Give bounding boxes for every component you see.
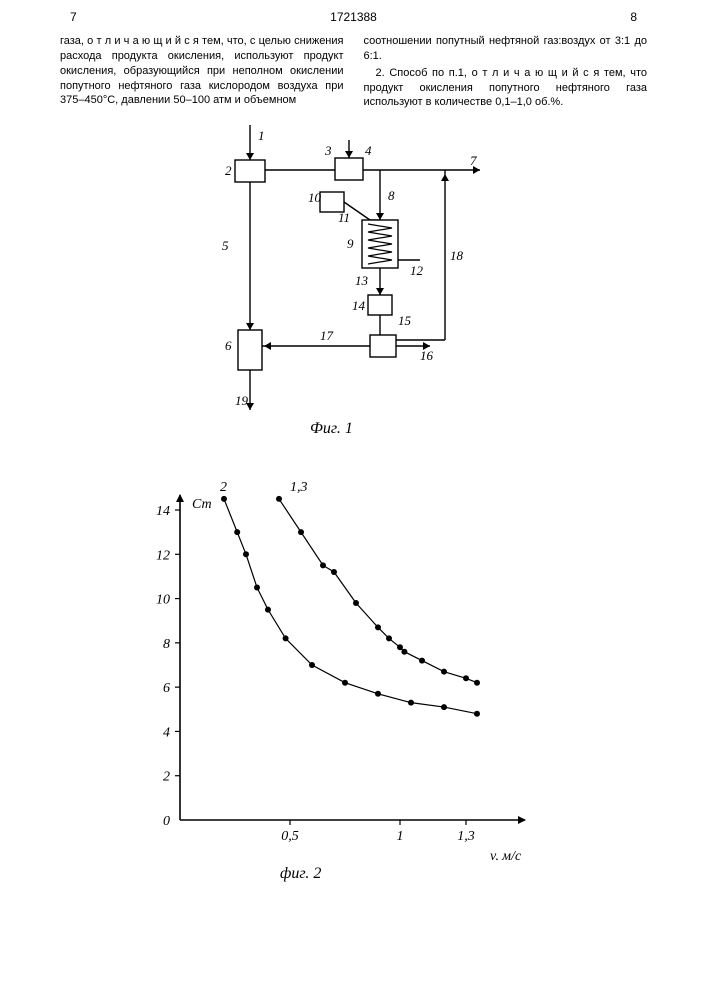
svg-text:4: 4 bbox=[163, 726, 170, 741]
figure-1-diagram: 12561934781011912131415161718 bbox=[180, 120, 510, 420]
svg-text:8: 8 bbox=[163, 637, 170, 652]
svg-text:17: 17 bbox=[320, 328, 334, 343]
svg-text:9: 9 bbox=[347, 236, 354, 251]
svg-text:12: 12 bbox=[410, 263, 424, 278]
svg-text:16: 16 bbox=[420, 348, 434, 363]
svg-text:4: 4 bbox=[365, 143, 372, 158]
svg-text:13: 13 bbox=[355, 273, 369, 288]
svg-text:5: 5 bbox=[222, 238, 229, 253]
svg-text:12: 12 bbox=[156, 549, 170, 564]
svg-text:v, м/с: v, м/с bbox=[490, 849, 522, 860]
svg-text:6: 6 bbox=[225, 338, 232, 353]
svg-text:6: 6 bbox=[163, 681, 170, 696]
figure-2-chart: Ст v, м/с 2 4 6 8 10 12 14 0 0,5 1 1,3 2 1,3 bbox=[120, 480, 540, 860]
page-number-right: 8 bbox=[607, 10, 637, 24]
svg-text:14: 14 bbox=[352, 298, 366, 313]
svg-text:11: 11 bbox=[338, 210, 350, 225]
svg-text:Ст: Ст bbox=[192, 497, 212, 512]
page-header: 7 1721388 8 bbox=[0, 0, 707, 29]
svg-text:0: 0 bbox=[163, 814, 170, 829]
patent-number: 1721388 bbox=[100, 10, 607, 24]
svg-text:10: 10 bbox=[156, 593, 170, 608]
svg-text:2: 2 bbox=[163, 770, 170, 785]
text-column-right: соотношении попутный нефтяной газ:воздух… bbox=[364, 34, 648, 110]
svg-text:18: 18 bbox=[450, 248, 464, 263]
claim-text-left: газа, о т л и ч а ю щ и й с я тем, что, … bbox=[60, 35, 344, 106]
figure-2-caption: фиг. 2 bbox=[280, 865, 321, 883]
text-column-left: газа, о т л и ч а ю щ и й с я тем, что, … bbox=[60, 34, 344, 110]
svg-text:1,3: 1,3 bbox=[457, 829, 475, 844]
text-columns: газа, о т л и ч а ю щ и й с я тем, что, … bbox=[0, 29, 707, 120]
svg-text:2: 2 bbox=[225, 163, 232, 178]
page-number-left: 7 bbox=[70, 10, 100, 24]
svg-text:1: 1 bbox=[397, 829, 404, 844]
svg-text:3: 3 bbox=[324, 143, 332, 158]
claim-text-right-1: соотношении попутный нефтяной газ:воздух… bbox=[364, 34, 648, 64]
svg-text:19: 19 bbox=[235, 393, 249, 408]
svg-text:14: 14 bbox=[156, 504, 170, 519]
figures-container: 12561934781011912131415161718 Фиг. 1 Стv… bbox=[0, 120, 707, 900]
svg-text:0,5: 0,5 bbox=[281, 829, 299, 844]
svg-text:1,3: 1,3 bbox=[290, 480, 308, 495]
svg-text:10: 10 bbox=[308, 190, 322, 205]
svg-text:8: 8 bbox=[388, 188, 395, 203]
svg-text:7: 7 bbox=[470, 153, 477, 168]
svg-text:1: 1 bbox=[258, 128, 265, 143]
svg-text:2: 2 bbox=[220, 480, 227, 495]
svg-text:15: 15 bbox=[398, 313, 412, 328]
claim-text-right-2: 2. Способ по п.1, о т л и ч а ю щ и й с … bbox=[364, 66, 648, 111]
figure-1-caption: Фиг. 1 bbox=[310, 420, 353, 438]
